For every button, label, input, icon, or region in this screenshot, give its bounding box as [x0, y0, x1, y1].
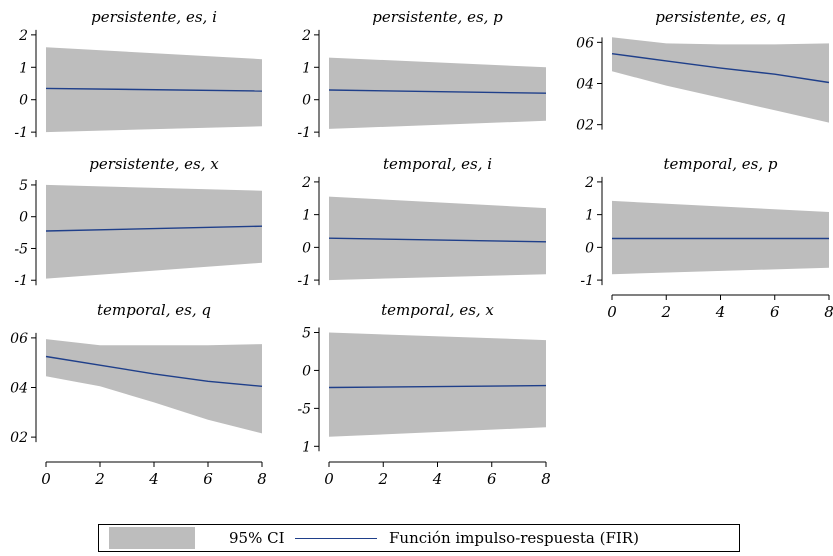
- x-tick-label: 8: [824, 303, 833, 321]
- x-tick-label: 8: [541, 470, 551, 488]
- x-tick-label: 0: [607, 303, 617, 321]
- fir-line: [45, 225, 263, 232]
- y-tick-label: 0: [585, 240, 594, 256]
- y-tick-label: 04: [576, 77, 594, 93]
- y-tick-label: -1: [14, 273, 28, 289]
- y-tick-label: 1: [302, 60, 311, 76]
- x-tick-label: 0: [324, 470, 334, 488]
- x-tick-label: 2: [660, 303, 671, 321]
- ci-band: [612, 37, 829, 123]
- ci-band: [329, 332, 546, 437]
- panel-title: persistente, es, x: [89, 155, 219, 173]
- y-tick-label: 1: [19, 60, 28, 76]
- y-tick-label: 2: [584, 175, 594, 191]
- y-tick-label: 0: [302, 93, 311, 109]
- fir-line: [45, 87, 263, 92]
- legend-fir-label: Función impulso-respuesta (FIR): [389, 529, 639, 547]
- y-tick-label: 2: [301, 28, 311, 44]
- fir-line: [328, 89, 547, 94]
- fir-line: [328, 237, 547, 243]
- panel-title: persistente, es, q: [655, 8, 786, 26]
- y-tick-label: -1: [297, 125, 311, 141]
- x-tick-label: 2: [94, 470, 105, 488]
- y-tick-label: 2: [301, 175, 311, 191]
- y-tick-label: 0: [19, 210, 28, 226]
- x-tick-label: 6: [203, 470, 213, 488]
- panel-title: temporal, es, q: [97, 301, 211, 319]
- chart-panel: persistente, es, x 5 0 -5 -1: [14, 155, 263, 289]
- fir-line: [45, 355, 263, 387]
- x-tick-label: 4: [715, 303, 726, 321]
- x-tick-label: 4: [148, 470, 159, 488]
- ci-band: [46, 339, 262, 434]
- panel-title: persistente, es, i: [91, 8, 217, 26]
- legend: 95% CI Función impulso-respuesta (FIR): [98, 524, 740, 552]
- ci-band: [612, 200, 829, 275]
- y-tick-label: 5: [302, 325, 311, 341]
- y-tick-label: 06: [576, 35, 594, 51]
- chart-panel: temporal, es, p 2 1 0 -1 0 2 4 6 8: [580, 155, 833, 321]
- y-tick-label: 0: [302, 240, 311, 256]
- y-tick-label: -5: [297, 401, 311, 417]
- y-tick-label: 1: [302, 439, 311, 455]
- y-tick-label: 0: [19, 93, 28, 109]
- x-tick-label: 6: [770, 303, 780, 321]
- ci-band: [46, 184, 262, 279]
- chart-panel: persistente, es, i 2 1 0 -1: [14, 8, 263, 141]
- chart-panel: persistente, es, q 06 04 02: [576, 8, 830, 134]
- y-tick-label: 02: [576, 118, 594, 134]
- y-tick-label: -1: [297, 273, 311, 289]
- chart-panel: temporal, es, x50-510 2 4 6 8: [297, 301, 550, 488]
- y-tick-label: -1: [14, 125, 28, 141]
- legend-ci-label: 95% CI: [229, 529, 285, 547]
- ci-band: [329, 196, 546, 281]
- panel-title: temporal, es, x: [381, 301, 494, 319]
- panel-title: persistente, es, p: [372, 8, 503, 26]
- x-tick-label: 4: [432, 470, 443, 488]
- y-tick-label: -5: [14, 241, 28, 257]
- y-tick-label: 1: [585, 208, 594, 224]
- fir-line: [611, 53, 830, 84]
- y-tick-label: 2: [18, 28, 28, 44]
- legend-fir-line: [295, 538, 377, 539]
- y-tick-label: 0: [302, 363, 311, 379]
- y-tick-label: 02: [10, 430, 28, 446]
- y-tick-label: -1: [580, 273, 594, 289]
- legend-ci-swatch: [109, 527, 195, 549]
- chart-panel: persistente, es, p 2 1 0 -1: [297, 8, 547, 141]
- fir-line: [328, 384, 547, 389]
- chart-panel: temporal, es, i 2 1 0 -1: [297, 155, 547, 289]
- y-tick-label: 5: [19, 178, 28, 194]
- y-tick-label: 1: [302, 208, 311, 224]
- x-tick-label: 2: [377, 470, 388, 488]
- panel-title: temporal, es, p: [664, 155, 778, 173]
- x-tick-label: 6: [487, 470, 497, 488]
- ci-band: [329, 57, 546, 129]
- y-tick-label: 04: [10, 381, 28, 397]
- x-tick-label: 8: [257, 470, 267, 488]
- y-tick-label: 06: [10, 331, 28, 347]
- x-tick-label: 0: [41, 470, 51, 488]
- panel-title: temporal, es, i: [383, 155, 492, 173]
